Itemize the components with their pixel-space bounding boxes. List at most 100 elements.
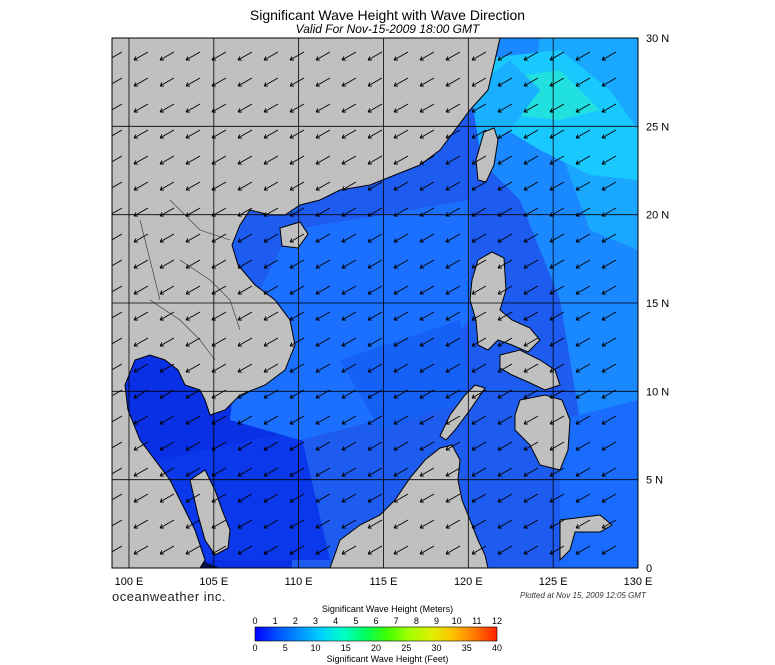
wave-direction-arrow <box>315 51 331 61</box>
wave-direction-arrow <box>289 233 305 243</box>
wave-direction-arrow <box>601 441 617 451</box>
wave-direction-arrow <box>497 155 513 165</box>
wave-direction-arrow <box>497 493 513 503</box>
wave-direction-arrow <box>367 311 383 321</box>
wave-direction-arrow <box>445 467 461 477</box>
latitude-tick-label: 25 N <box>646 121 669 133</box>
wave-direction-arrow <box>549 285 565 295</box>
wave-direction-arrow <box>419 467 435 477</box>
wave-direction-arrow <box>523 311 539 321</box>
wave-direction-arrow <box>211 285 227 295</box>
wave-direction-arrow <box>575 77 591 87</box>
wave-direction-arrow <box>575 259 591 269</box>
wave-direction-arrow <box>549 493 565 503</box>
wave-direction-arrow <box>263 181 279 191</box>
wave-direction-arrow <box>211 415 227 425</box>
wave-direction-arrow <box>341 285 357 295</box>
wave-direction-arrow <box>133 103 149 113</box>
wave-direction-arrow <box>112 441 123 451</box>
wave-direction-arrow <box>497 389 513 399</box>
wave-direction-arrow <box>471 285 487 295</box>
wave-direction-arrow <box>315 181 331 191</box>
wave-direction-arrow <box>159 129 175 139</box>
wave-direction-arrow <box>471 389 487 399</box>
sulawesi-north <box>559 514 613 562</box>
wave-direction-arrow <box>112 233 123 243</box>
wave-direction-arrow <box>211 155 227 165</box>
wave-direction-arrow <box>211 129 227 139</box>
wave-direction-arrow <box>185 415 201 425</box>
wave-direction-arrow <box>393 207 409 217</box>
wave-direction-arrow <box>497 259 513 269</box>
wave-direction-arrow <box>263 389 279 399</box>
wave-direction-arrow <box>497 545 513 555</box>
wave-direction-arrow <box>211 389 227 399</box>
wave-direction-arrow <box>549 103 565 113</box>
legend-colorbar <box>254 626 498 642</box>
wave-direction-arrow <box>523 337 539 347</box>
wave-direction-arrow <box>211 233 227 243</box>
wave-direction-arrow <box>341 259 357 269</box>
wave-direction-arrow <box>315 389 331 399</box>
longitude-tick-label: 125 E <box>539 576 568 588</box>
wave-direction-arrow <box>289 467 305 477</box>
wave-direction-arrow <box>419 259 435 269</box>
wave-direction-arrow <box>549 337 565 347</box>
wave-direction-arrow <box>419 77 435 87</box>
wave-direction-arrow <box>263 285 279 295</box>
wave-direction-arrow <box>601 389 617 399</box>
wave-direction-arrow <box>133 545 149 555</box>
wave-direction-arrow <box>471 259 487 269</box>
wave-direction-arrow <box>133 337 149 347</box>
latitude-tick-label: 30 N <box>646 33 669 45</box>
wave-direction-arrow <box>601 311 617 321</box>
wave-direction-arrow <box>367 207 383 217</box>
wave-direction-arrow <box>601 467 617 477</box>
wave-direction-arrow <box>185 519 201 529</box>
wave-direction-arrow <box>471 51 487 61</box>
wave-direction-arrow <box>471 311 487 321</box>
legend-feet-tick: 30 <box>431 643 441 653</box>
wave-direction-arrow <box>341 51 357 61</box>
wave-direction-arrow <box>185 207 201 217</box>
wave-direction-arrow <box>237 129 253 139</box>
wave-direction-arrow <box>471 233 487 243</box>
wave-direction-arrow <box>315 545 331 555</box>
wave-direction-arrow <box>419 207 435 217</box>
wave-direction-arrow <box>471 207 487 217</box>
legend-feet-tick: 35 <box>462 643 472 653</box>
wave-direction-arrow <box>133 285 149 295</box>
wave-direction-arrow <box>367 467 383 477</box>
wave-direction-arrow <box>497 285 513 295</box>
longitude-labels: 100 E 105 E 110 E 115 E 120 E 125 E 130 E <box>115 576 653 588</box>
wave-direction-arrow <box>523 259 539 269</box>
wave-direction-arrow <box>523 467 539 477</box>
wave-direction-arrow <box>315 233 331 243</box>
wave-direction-arrow <box>393 545 409 555</box>
wave-direction-arrow <box>263 259 279 269</box>
latitude-tick-label: 5 N <box>646 475 663 487</box>
land-masses <box>112 38 613 568</box>
wave-direction-arrow <box>263 207 279 217</box>
wave-direction-arrow <box>497 441 513 451</box>
wave-direction-arrow <box>159 77 175 87</box>
legend-meter-tick: 9 <box>434 616 439 626</box>
legend-title-feet: Significant Wave Height (Feet) <box>326 654 449 664</box>
wave-direction-arrow <box>393 519 409 529</box>
latitude-tick-label: 10 N <box>646 386 669 398</box>
wave-direction-arrow <box>159 467 175 477</box>
wave-direction-arrow <box>185 129 201 139</box>
longitude-tick-label: 120 E <box>454 576 483 588</box>
wave-direction-arrow <box>393 51 409 61</box>
wave-direction-arrow <box>211 181 227 191</box>
wave-direction-arrow <box>367 441 383 451</box>
wave-direction-arrow <box>393 103 409 113</box>
wave-direction-arrow <box>185 467 201 477</box>
legend-feet-tick: 40 <box>492 643 502 653</box>
wave-direction-arrow <box>419 155 435 165</box>
wave-direction-arrow <box>263 519 279 529</box>
wave-direction-arrow <box>549 155 565 165</box>
wave-direction-arrow <box>497 519 513 529</box>
wave-direction-arrow <box>497 77 513 87</box>
